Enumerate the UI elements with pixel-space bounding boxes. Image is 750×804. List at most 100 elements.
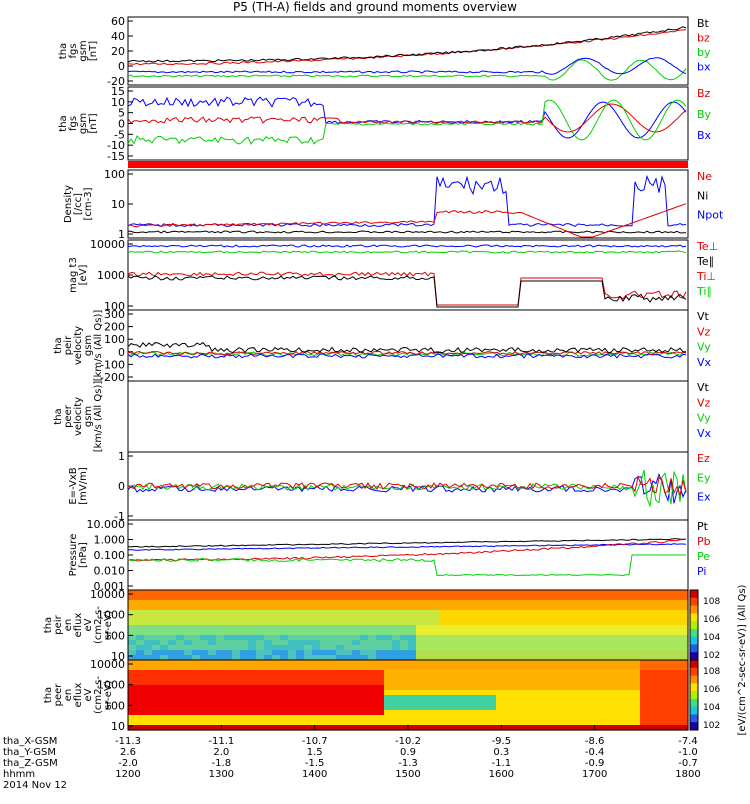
- spectrogram-cell: [168, 630, 177, 636]
- spectrogram-cell: [360, 615, 369, 621]
- spectrogram-cell: [528, 685, 537, 691]
- spectrogram-cell: [368, 690, 377, 696]
- spectrogram-cell: [360, 595, 369, 601]
- spectrogram-cell: [144, 690, 153, 696]
- xaxis-row-label: tha_X-GSM: [3, 736, 57, 747]
- spectrogram-cell: [488, 705, 497, 711]
- spectrogram-cell: [384, 645, 393, 651]
- spectrogram-cell: [584, 715, 593, 721]
- spectrogram-cell: [152, 660, 161, 666]
- spectrogram-cell: [312, 670, 321, 676]
- spectrogram-cell: [488, 695, 497, 701]
- spectrogram-cell: [472, 710, 481, 716]
- spectrogram-cell: [552, 720, 561, 726]
- spectrogram-cell: [200, 680, 209, 686]
- spectrogram-cell: [312, 710, 321, 716]
- spectrogram-cell: [280, 640, 289, 646]
- spectrogram-cell: [400, 605, 409, 611]
- spectrogram-cell: [136, 695, 145, 701]
- spectrogram-cell: [200, 625, 209, 631]
- spectrogram-cell: [128, 690, 137, 696]
- spectrogram-cell: [144, 600, 153, 606]
- spectrogram-cell: [280, 605, 289, 611]
- spectrogram-cell: [400, 680, 409, 686]
- spectrogram-cell: [432, 620, 441, 626]
- spectrogram-cell: [144, 675, 153, 681]
- spectrogram-cell: [544, 670, 553, 676]
- colorbar-label: [eV/(cm^2-sec-sr-eV)] (All Qs): [737, 584, 748, 735]
- spectrogram-cell: [624, 635, 633, 641]
- ylabel-pressure: Pressure [nPa]: [68, 534, 89, 577]
- spectrogram-cell: [440, 660, 449, 666]
- spectrogram-cell: [432, 610, 441, 616]
- legend-Te∥: Te∥: [696, 255, 714, 268]
- spectrogram-cell: [192, 640, 201, 646]
- spectrogram-cell: [288, 630, 297, 636]
- spectrogram-cell: [320, 710, 329, 716]
- spectrogram-cell: [288, 615, 297, 621]
- spectrogram-cell: [616, 620, 625, 626]
- spectrogram-cell: [632, 590, 641, 596]
- spectrogram-cell: [352, 710, 361, 716]
- y-tick-label: 0: [118, 480, 125, 493]
- page-title: P5 (TH-A) fields and ground moments over…: [233, 0, 517, 14]
- spectrogram-cell: [400, 610, 409, 616]
- spectrogram-cell: [600, 725, 609, 731]
- spectrogram-cell: [368, 685, 377, 691]
- spectrogram-cell: [592, 670, 601, 676]
- spectrogram-cell: [552, 700, 561, 706]
- spectrogram-cell: [344, 715, 353, 721]
- spectrogram-cell: [416, 635, 425, 641]
- spectrogram-cell: [176, 605, 185, 611]
- spectrogram-cell: [576, 690, 585, 696]
- spectrogram-cell: [216, 620, 225, 626]
- series-Npot: [127, 174, 687, 228]
- spectrogram-cell: [368, 710, 377, 716]
- spectrogram-cell: [304, 610, 313, 616]
- spectrogram-cell: [192, 600, 201, 606]
- spectrogram-cell: [232, 675, 241, 681]
- spectrogram-cell: [440, 610, 449, 616]
- spectrogram-cell: [280, 690, 289, 696]
- spectrogram-cell: [448, 725, 457, 731]
- spectrogram-cell: [424, 720, 433, 726]
- spectrogram-cell: [128, 670, 137, 676]
- spectrogram-cell: [232, 690, 241, 696]
- spectrogram-cell: [280, 655, 289, 661]
- spectrogram-cell: [648, 675, 657, 681]
- spectrogram-cell: [296, 700, 305, 706]
- spectrogram-cell: [424, 635, 433, 641]
- spectrogram-cell: [336, 675, 345, 681]
- spectrogram-cell: [608, 665, 617, 671]
- spectrogram-cell: [672, 725, 681, 731]
- spectrogram-cell: [272, 635, 281, 641]
- spectrogram-cell: [512, 590, 521, 596]
- spectrogram-cell: [680, 725, 689, 731]
- spectrogram-cell: [528, 715, 537, 721]
- spectrogram-cell: [552, 650, 561, 656]
- spectrogram-cell: [216, 705, 225, 711]
- spectrogram-cell: [160, 595, 169, 601]
- colorbar-cell: [690, 621, 698, 630]
- spectrogram-cell: [432, 590, 441, 596]
- spectrogram-cell: [472, 685, 481, 691]
- spectrogram-cell: [160, 600, 169, 606]
- spectrogram-cell: [536, 720, 545, 726]
- spectrogram-cell: [392, 655, 401, 661]
- spectrogram-cell: [368, 725, 377, 731]
- ylabel-peir-velocity: tha peir velocity gsm [km/s (All Qs)]: [53, 310, 104, 382]
- spectrogram-cell: [336, 645, 345, 651]
- xaxis-date: 2014 Nov 12: [3, 780, 67, 791]
- spectrogram-cell: [368, 700, 377, 706]
- spectrogram-cell: [416, 725, 425, 731]
- spectrogram-cell: [160, 690, 169, 696]
- spectrogram-cell: [192, 725, 201, 731]
- spectrogram-cell: [360, 660, 369, 666]
- spectrogram-cell: [312, 685, 321, 691]
- spectrogram-cell: [256, 595, 265, 601]
- spectrogram-cell: [304, 665, 313, 671]
- spectrogram-cell: [664, 645, 673, 651]
- spectrogram-cell: [680, 635, 689, 641]
- xaxis-value: -1.1: [492, 758, 512, 769]
- spectrogram-cell: [544, 710, 553, 716]
